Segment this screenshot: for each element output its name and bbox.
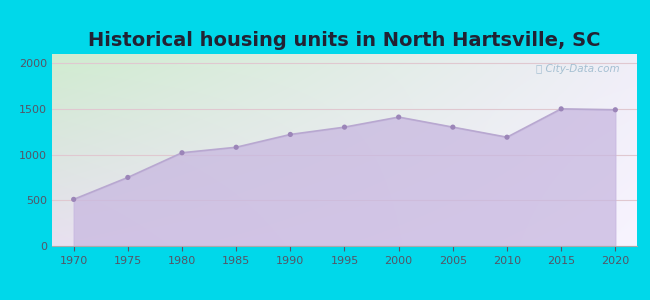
Text: ⓘ City-Data.com: ⓘ City-Data.com xyxy=(536,64,619,74)
Point xyxy=(502,135,512,140)
Point xyxy=(339,125,350,130)
Point xyxy=(556,106,566,111)
Point xyxy=(177,150,187,155)
Title: Historical housing units in North Hartsville, SC: Historical housing units in North Hartsv… xyxy=(88,31,601,50)
Point xyxy=(393,115,404,119)
Point xyxy=(448,125,458,130)
Point xyxy=(123,175,133,180)
Point xyxy=(610,107,621,112)
Point xyxy=(68,197,79,202)
Point xyxy=(285,132,296,137)
Point xyxy=(231,145,241,150)
